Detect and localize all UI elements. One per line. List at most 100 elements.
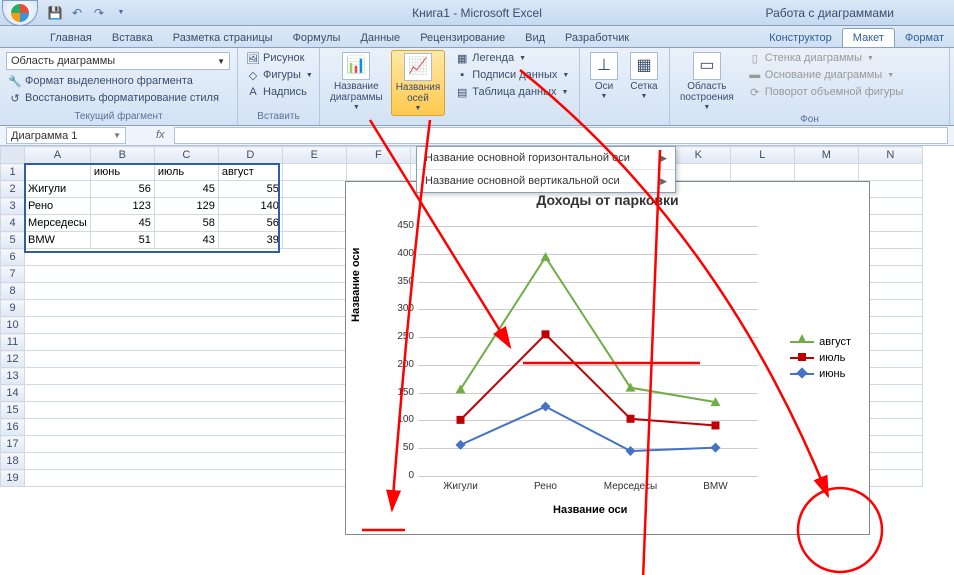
col-header[interactable]: N [858,147,922,164]
cell[interactable] [282,181,346,198]
row-header[interactable]: 6 [1,249,25,266]
axes-button[interactable]: ⊥Оси▼ [586,50,622,103]
insert-shapes-button[interactable]: ◇Фигуры▼ [244,67,315,83]
row-header[interactable]: 18 [1,453,25,470]
row-header[interactable]: 15 [1,402,25,419]
chevron-down-icon: ▼ [601,93,608,101]
vertical-axis-title-item[interactable]: Название основной вертикальной оси▶ [417,170,675,192]
row-header[interactable]: 9 [1,300,25,317]
chart-floor-button[interactable]: ▬Основание диаграммы▼ [746,67,906,83]
fx-icon[interactable]: fx [156,129,170,143]
x-axis-title[interactable]: Название оси [553,504,627,516]
office-button[interactable] [2,0,38,26]
reset-style-button[interactable]: ↺Восстановить форматирование стиля [6,90,221,106]
chart-legend[interactable]: август июль июнь [790,332,851,384]
row-header[interactable]: 17 [1,436,25,453]
data-labels-button[interactable]: ▪Подписи данных▼ [453,67,571,83]
tab-insert[interactable]: Вставка [102,29,163,47]
tab-home[interactable]: Главная [40,29,102,47]
cell[interactable] [282,232,346,249]
select-all-corner[interactable] [1,147,25,164]
chevron-down-icon: ▼ [217,57,225,66]
row-header[interactable]: 3 [1,198,25,215]
col-header[interactable]: D [218,147,282,164]
plot-area-button[interactable]: ▭Область построения▼ [676,50,738,114]
cell[interactable] [282,164,346,181]
col-header[interactable]: E [282,147,346,164]
chart-element-combo[interactable]: Область диаграммы ▼ [6,52,230,70]
row-header[interactable]: 2 [1,181,25,198]
embedded-chart[interactable]: Доходы от парковки Название оси 05010015… [345,181,870,535]
cell[interactable] [282,215,346,232]
legend-button[interactable]: ▦Легенда▼ [453,50,571,66]
chevron-down-icon: ▼ [641,93,648,101]
cell[interactable] [346,164,410,181]
y-axis-title[interactable]: Название оси [350,248,362,322]
tab-chart-layout[interactable]: Макет [842,28,895,47]
tab-data[interactable]: Данные [350,29,410,47]
name-box[interactable]: Диаграмма 1 ▼ [6,127,126,144]
chevron-down-icon: ▼ [867,55,874,62]
grid-icon: ▦ [630,52,658,80]
chart-plot-area[interactable]: 050100150200250300350400450ЖигулиРеноМер… [418,226,758,476]
tab-page-layout[interactable]: Разметка страницы [163,29,283,47]
col-header[interactable]: C [154,147,218,164]
legend-item[interactable]: август [790,336,851,348]
qat-dropdown-icon[interactable]: ▼ [112,4,130,22]
cell[interactable] [858,164,922,181]
tab-view[interactable]: Вид [515,29,555,47]
tab-formulas[interactable]: Формулы [283,29,351,47]
chevron-right-icon: ▶ [660,176,667,187]
col-header[interactable]: A [25,147,91,164]
insert-textbox-button[interactable]: AНадпись [244,84,309,100]
gridlines-button[interactable]: ▦Сетка▼ [626,50,662,103]
selection-border [24,163,280,253]
undo-icon[interactable]: ↶ [68,4,86,22]
legend-label: август [819,336,851,348]
row-header[interactable]: 12 [1,351,25,368]
row-header[interactable]: 14 [1,385,25,402]
row-header[interactable]: 7 [1,266,25,283]
save-icon[interactable]: 💾 [46,4,64,22]
row-header[interactable]: 16 [1,419,25,436]
chevron-down-icon: ▼ [113,131,121,140]
redo-icon[interactable]: ↷ [90,4,108,22]
col-header[interactable]: L [730,147,794,164]
row-header[interactable]: 5 [1,232,25,249]
axis-titles-dropdown: Название основной горизонтальной оси▶ На… [416,146,676,193]
data-table-button[interactable]: ▤Таблица данных▼ [453,84,571,100]
chart-wall-button[interactable]: ▯Стенка диаграммы▼ [746,50,906,66]
legend-item[interactable]: июнь [790,368,851,380]
tab-chart-format[interactable]: Формат [895,29,954,47]
tab-chart-design[interactable]: Конструктор [759,29,842,47]
format-selection-icon: 🔧 [8,74,22,88]
tab-review[interactable]: Рецензирование [410,29,515,47]
plot-area-icon: ▭ [693,52,721,80]
row-header[interactable]: 10 [1,317,25,334]
col-header[interactable]: M [794,147,858,164]
row-header[interactable]: 11 [1,334,25,351]
col-header[interactable]: B [90,147,154,164]
cell[interactable] [282,198,346,215]
col-header[interactable]: F [346,147,410,164]
formula-input[interactable] [174,127,948,144]
tab-developer[interactable]: Разработчик [555,29,639,47]
horizontal-axis-title-item[interactable]: Название основной горизонтальной оси▶ [417,147,675,170]
row-header[interactable]: 4 [1,215,25,232]
axis-titles-button[interactable]: 📈Названия осей▼ [391,50,446,116]
3d-rotation-button[interactable]: ⟳Поворот объемной фигуры [746,84,906,100]
cell[interactable] [730,164,794,181]
row-header[interactable]: 8 [1,283,25,300]
chevron-down-icon: ▼ [887,72,894,79]
legend-item[interactable]: июль [790,352,851,364]
format-selection-button[interactable]: 🔧Формат выделенного фрагмента [6,73,195,89]
cell[interactable] [794,164,858,181]
insert-picture-button[interactable]: 🖼Рисунок [244,50,307,66]
axes-icon: ⊥ [590,52,618,80]
row-header[interactable]: 13 [1,368,25,385]
row-header[interactable]: 1 [1,164,25,181]
legend-label: июль [819,352,845,364]
chart-element-combo-label: Область диаграммы [11,55,115,67]
row-header[interactable]: 19 [1,470,25,487]
chart-title-button[interactable]: 📊Название диаграммы▼ [326,50,387,114]
